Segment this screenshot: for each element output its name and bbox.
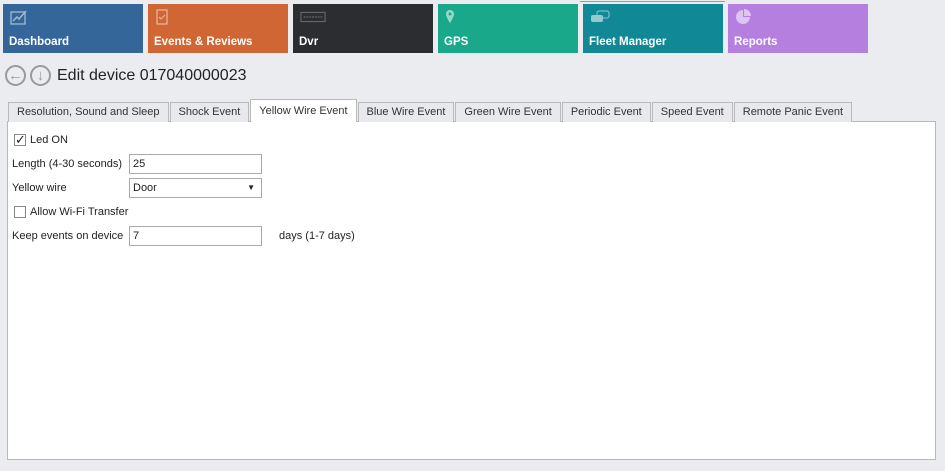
page-title: Edit device 017040000023 xyxy=(57,66,247,84)
nav-label: Reports xyxy=(734,36,778,48)
tab-blue-wire-event[interactable]: Blue Wire Event xyxy=(357,102,455,122)
wifi-transfer-label: Allow Wi-Fi Transfer xyxy=(30,206,129,218)
nav-tile-events-reviews[interactable]: Events & Reviews xyxy=(148,4,288,53)
cars-icon xyxy=(591,10,610,22)
nav-label: GPS xyxy=(444,36,469,48)
yellow-wire-form: ✓ Led ON Length (4-30 seconds) 25 Yellow… xyxy=(12,130,355,250)
checkbox-checked-icon[interactable]: ✓ xyxy=(14,132,26,147)
nav-label: Events & Reviews xyxy=(154,36,253,48)
nav-tile-dashboard[interactable]: Dashboard xyxy=(3,4,143,53)
nav-tile-dvr[interactable]: Dvr xyxy=(293,4,433,53)
nav-label: Fleet Manager xyxy=(589,36,667,48)
page-header: ← ↓ Edit device 017040000023 xyxy=(5,65,247,86)
pie-chart-icon xyxy=(736,9,751,24)
back-arrow-icon[interactable]: ← xyxy=(5,65,26,86)
dvr-icon xyxy=(300,11,326,23)
map-pin-icon xyxy=(446,10,454,23)
tab-green-wire-event[interactable]: Green Wire Event xyxy=(455,102,561,122)
tab-periodic-event[interactable]: Periodic Event xyxy=(561,102,651,122)
clipboard-check-icon xyxy=(156,9,168,25)
wifi-transfer-checkbox[interactable]: Allow Wi-Fi Transfer xyxy=(12,202,355,222)
down-arrow-icon[interactable]: ↓ xyxy=(30,65,51,86)
checkbox-unchecked-icon[interactable] xyxy=(14,206,26,218)
length-row: Length (4-30 seconds) 25 xyxy=(12,154,355,174)
yellow-wire-value: Door xyxy=(133,182,157,194)
length-label: Length (4-30 seconds) xyxy=(12,158,123,170)
keep-events-input[interactable]: 7 xyxy=(129,226,262,246)
selected-indicator xyxy=(580,1,725,2)
tab-speed-event[interactable]: Speed Event xyxy=(651,102,733,122)
keep-events-suffix: days (1-7 days) xyxy=(279,230,355,242)
nav-tile-fleet-manager[interactable]: Fleet Manager xyxy=(583,4,723,53)
tab-remote-panic-event[interactable]: Remote Panic Event xyxy=(733,102,853,122)
nav-tile-gps[interactable]: GPS xyxy=(438,4,578,53)
nav-tile-reports[interactable]: Reports xyxy=(728,4,868,53)
dropdown-arrow-icon[interactable]: ▼ xyxy=(247,183,255,192)
yellow-wire-label: Yellow wire xyxy=(12,182,67,194)
yellow-wire-row: Yellow wire Door ▼ xyxy=(12,178,355,198)
tab-shock-event[interactable]: Shock Event xyxy=(169,102,250,122)
tab-panel: ✓ Led ON Length (4-30 seconds) 25 Yellow… xyxy=(7,121,936,460)
yellow-wire-select[interactable]: Door ▼ xyxy=(129,178,262,198)
led-on-label: Led ON xyxy=(30,134,68,146)
nav-label: Dashboard xyxy=(9,36,70,48)
tab-resolution-sound-sleep[interactable]: Resolution, Sound and Sleep xyxy=(8,102,169,122)
keep-events-label: Keep events on device xyxy=(12,230,124,242)
chart-icon xyxy=(10,10,27,25)
length-input[interactable]: 25 xyxy=(129,154,262,174)
nav-label: Dvr xyxy=(299,36,319,48)
keep-events-row: Keep events on device 7 days (1-7 days) xyxy=(12,226,355,246)
led-on-checkbox[interactable]: ✓ Led ON xyxy=(12,130,355,150)
tab-yellow-wire-event[interactable]: Yellow Wire Event xyxy=(250,99,357,122)
tab-strip: Resolution, Sound and Sleep Shock Event … xyxy=(8,99,853,122)
